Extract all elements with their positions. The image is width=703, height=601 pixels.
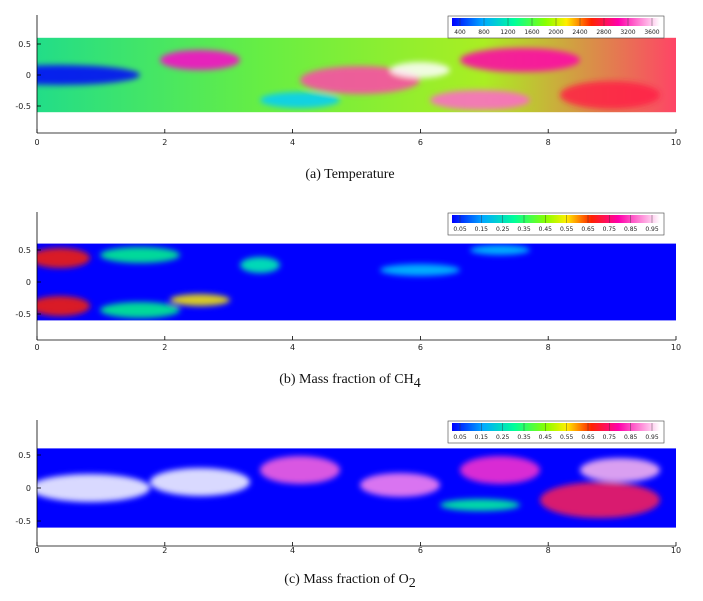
colorbar-tick-label: 3600 — [644, 29, 659, 36]
x-tick-label: 6 — [418, 138, 423, 147]
caption-text: (a) Temperature — [305, 167, 394, 182]
y-tick-label: -0.5 — [15, 102, 31, 111]
contour-blob — [440, 499, 520, 511]
contour-blob — [580, 458, 660, 482]
colorbar-tick-label: 0.95 — [645, 226, 659, 233]
x-tick-label: 4 — [290, 546, 295, 555]
colorbar — [452, 215, 660, 223]
contour-blob — [37, 65, 140, 85]
colorbar-tick-label: 0.65 — [581, 226, 595, 233]
colorbar-tick-label: 0.35 — [517, 226, 531, 233]
colorbar-tick-label: 0.75 — [603, 434, 617, 441]
x-tick-label: 8 — [546, 138, 551, 147]
colorbar-tick-label: 0.75 — [603, 226, 617, 233]
contour-blob — [560, 81, 660, 109]
x-tick-label: 10 — [671, 546, 681, 555]
y-tick-label: -0.5 — [15, 517, 31, 526]
colorbar-tick-label: 0.15 — [475, 226, 489, 233]
contour-blob — [100, 302, 180, 318]
caption: (c) Mass fraction of O2 — [284, 572, 415, 591]
contour-blob — [260, 456, 340, 484]
x-tick-label: 4 — [290, 138, 295, 147]
x-tick-label: 8 — [546, 343, 551, 352]
colorbar-tick-label: 0.95 — [645, 434, 659, 441]
x-tick-label: 6 — [418, 343, 423, 352]
colorbar-tick-label: 800 — [478, 29, 490, 36]
colorbar-tick-label: 0.65 — [581, 434, 595, 441]
x-tick-label: 2 — [162, 546, 167, 555]
colorbar-tick-label: 2400 — [572, 29, 587, 36]
colorbar-tick-label: 0.05 — [453, 226, 467, 233]
colorbar-tick-label: 0.85 — [624, 434, 638, 441]
colorbar-tick-label: 3200 — [620, 29, 635, 36]
contour-blob — [380, 264, 460, 276]
x-tick-label: 10 — [671, 343, 681, 352]
x-tick-label: 2 — [162, 138, 167, 147]
colorbar — [452, 423, 660, 431]
y-tick-label: 0 — [26, 278, 31, 287]
contour-blob — [360, 473, 440, 497]
y-tick-label: -0.5 — [15, 310, 31, 319]
contour-blob — [37, 248, 90, 268]
colorbar-tick-label: 0.45 — [539, 434, 553, 441]
contour-blob — [160, 50, 240, 70]
caption: (b) Mass fraction of CH4 — [279, 372, 421, 391]
caption-subscript: 4 — [414, 376, 421, 391]
caption-subscript: 2 — [409, 576, 416, 591]
contour-blob — [170, 294, 230, 306]
contour-blob — [470, 245, 530, 255]
contour-blob — [37, 474, 150, 502]
contour-blob — [150, 468, 250, 496]
x-tick-label: 0 — [34, 343, 39, 352]
y-tick-label: 0 — [26, 71, 31, 80]
contour-blobs — [37, 456, 660, 518]
contour-blob — [430, 90, 530, 110]
colorbar-tick-label: 0.85 — [624, 226, 638, 233]
contour-blob — [260, 92, 340, 108]
x-tick-label: 2 — [162, 343, 167, 352]
caption: (a) Temperature — [305, 167, 394, 182]
colorbar-tick-label: 0.25 — [496, 226, 510, 233]
y-tick-label: 0.5 — [18, 40, 31, 49]
contour-blob — [540, 482, 660, 518]
x-tick-label: 4 — [290, 343, 295, 352]
contour-blobs — [37, 48, 660, 110]
colorbar-tick-label: 1200 — [500, 29, 515, 36]
x-tick-label: 10 — [671, 138, 681, 147]
colorbar-tick-label: 0.05 — [453, 434, 467, 441]
colorbar-tick-label: 2000 — [548, 29, 563, 36]
caption-text: (c) Mass fraction of O — [284, 572, 408, 587]
contour-blobs — [37, 245, 530, 318]
colorbar-tick-label: 1600 — [524, 29, 539, 36]
colorbar-tick-label: 0.15 — [475, 434, 489, 441]
x-tick-label: 8 — [546, 546, 551, 555]
contour-blob — [37, 296, 90, 316]
x-tick-label: 6 — [418, 546, 423, 555]
contour-blob — [100, 247, 180, 263]
contour-blob — [460, 48, 580, 72]
y-tick-label: 0.5 — [18, 246, 31, 255]
colorbar-tick-label: 400 — [454, 29, 466, 36]
colorbar-tick-label: 0.55 — [560, 226, 574, 233]
contour-blob — [300, 66, 420, 94]
x-tick-label: 0 — [34, 546, 39, 555]
y-tick-label: 0.5 — [18, 451, 31, 460]
colorbar-tick-label: 2800 — [596, 29, 611, 36]
y-tick-label: 0 — [26, 484, 31, 493]
contour-blob — [460, 456, 540, 484]
colorbar-tick-label: 0.35 — [517, 434, 531, 441]
colorbar-tick-label: 0.45 — [539, 226, 553, 233]
colorbar-tick-label: 0.25 — [496, 434, 510, 441]
contour-blob — [390, 62, 450, 78]
colorbar-tick-label: 0.55 — [560, 434, 574, 441]
caption-text: (b) Mass fraction of CH — [279, 372, 414, 387]
contour-blob — [240, 257, 280, 273]
x-tick-label: 0 — [34, 138, 39, 147]
